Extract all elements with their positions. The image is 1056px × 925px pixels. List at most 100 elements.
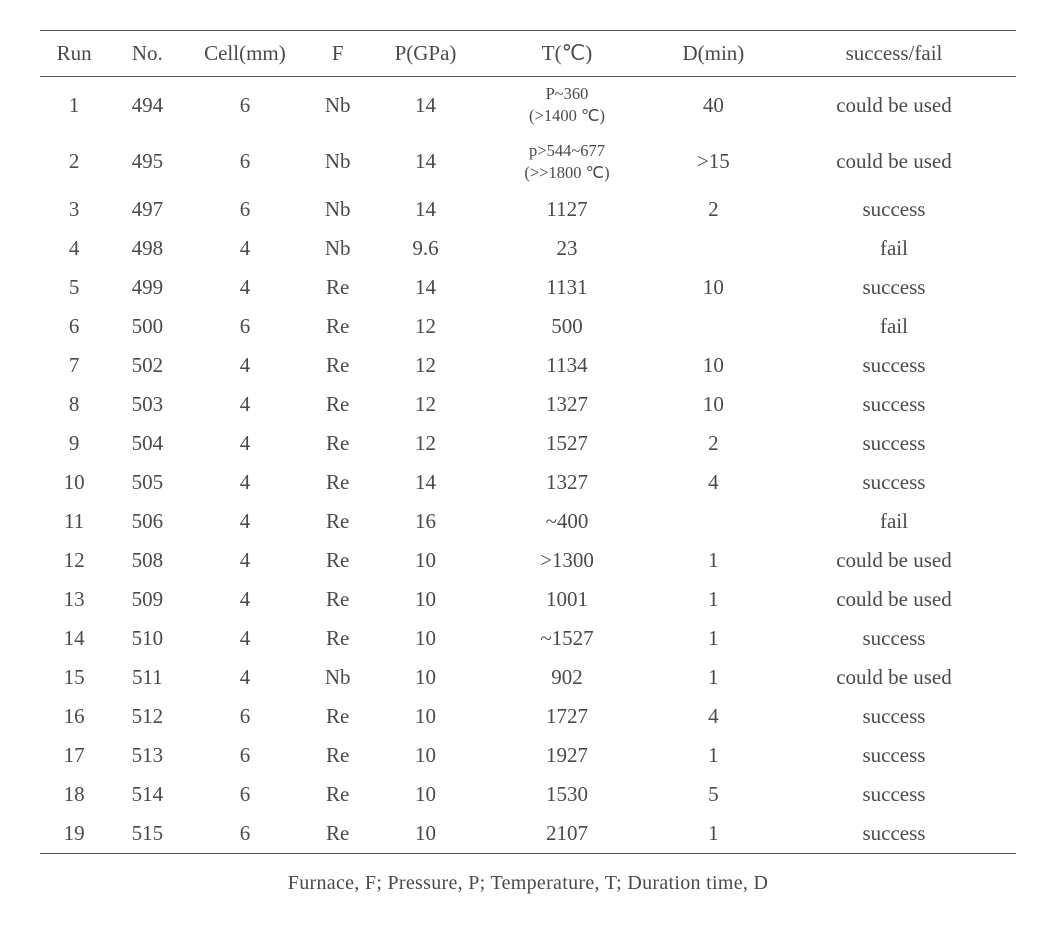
cell-t: >1300 — [479, 541, 655, 580]
cell-cell: 6 — [186, 775, 303, 814]
cell-no: 506 — [108, 502, 186, 541]
cell-cell: 4 — [186, 463, 303, 502]
cell-f: Nb — [304, 190, 372, 229]
cell-no: 509 — [108, 580, 186, 619]
col-header-run: Run — [40, 31, 108, 77]
cell-f: Re — [304, 346, 372, 385]
cell-no: 504 — [108, 424, 186, 463]
cell-sf: success — [772, 268, 1016, 307]
cell-p: 10 — [372, 580, 479, 619]
cell-run: 1 — [40, 77, 108, 134]
cell-d: 4 — [655, 463, 772, 502]
cell-sf: success — [772, 463, 1016, 502]
cell-p: 10 — [372, 619, 479, 658]
cell-cell: 4 — [186, 346, 303, 385]
cell-sf: could be used — [772, 658, 1016, 697]
cell-f: Re — [304, 541, 372, 580]
col-header-no: No. — [108, 31, 186, 77]
cell-p: 14 — [372, 268, 479, 307]
cell-t: 23 — [479, 229, 655, 268]
col-header-d: D(min) — [655, 31, 772, 77]
cell-cell: 6 — [186, 736, 303, 775]
cell-run: 8 — [40, 385, 108, 424]
cell-t: 1527 — [479, 424, 655, 463]
cell-t: P~360(>1400 ℃) — [479, 77, 655, 134]
table-row: 175136Re1019271success — [40, 736, 1016, 775]
cell-no: 515 — [108, 814, 186, 854]
table-row: 14946Nb14P~360(>1400 ℃)40could be used — [40, 77, 1016, 134]
cell-run: 10 — [40, 463, 108, 502]
cell-cell: 4 — [186, 658, 303, 697]
cell-f: Re — [304, 385, 372, 424]
cell-t: 1327 — [479, 463, 655, 502]
cell-f: Re — [304, 463, 372, 502]
table-row: 75024Re12113410success — [40, 346, 1016, 385]
cell-t: 1927 — [479, 736, 655, 775]
cell-f: Re — [304, 307, 372, 346]
table-row: 44984Nb9.623fail — [40, 229, 1016, 268]
cell-sf: success — [772, 385, 1016, 424]
table-row: 115064Re16~400fail — [40, 502, 1016, 541]
cell-p: 14 — [372, 77, 479, 134]
cell-d: 1 — [655, 541, 772, 580]
table-row: 85034Re12132710success — [40, 385, 1016, 424]
cell-d: 5 — [655, 775, 772, 814]
cell-no: 512 — [108, 697, 186, 736]
cell-no: 505 — [108, 463, 186, 502]
cell-run: 15 — [40, 658, 108, 697]
cell-cell: 6 — [186, 77, 303, 134]
table-body: 14946Nb14P~360(>1400 ℃)40could be used24… — [40, 77, 1016, 854]
cell-sf: could be used — [772, 77, 1016, 134]
col-header-cell: Cell(mm) — [186, 31, 303, 77]
cell-run: 7 — [40, 346, 108, 385]
table-row: 155114Nb109021could be used — [40, 658, 1016, 697]
cell-cell: 4 — [186, 580, 303, 619]
cell-f: Re — [304, 580, 372, 619]
cell-no: 497 — [108, 190, 186, 229]
cell-p: 16 — [372, 502, 479, 541]
col-header-p: P(GPa) — [372, 31, 479, 77]
cell-run: 16 — [40, 697, 108, 736]
cell-f: Re — [304, 697, 372, 736]
cell-t: 1327 — [479, 385, 655, 424]
cell-p: 10 — [372, 814, 479, 854]
cell-no: 502 — [108, 346, 186, 385]
cell-p: 10 — [372, 775, 479, 814]
cell-no: 511 — [108, 658, 186, 697]
cell-no: 514 — [108, 775, 186, 814]
cell-t: 1727 — [479, 697, 655, 736]
cell-no: 503 — [108, 385, 186, 424]
table-row: 95044Re1215272success — [40, 424, 1016, 463]
cell-t: 1127 — [479, 190, 655, 229]
cell-no: 499 — [108, 268, 186, 307]
cell-d: 1 — [655, 736, 772, 775]
cell-d: 2 — [655, 190, 772, 229]
cell-run: 11 — [40, 502, 108, 541]
experiment-table: RunNo.Cell(mm)FP(GPa)T(℃)D(min)success/f… — [40, 30, 1016, 854]
cell-cell: 6 — [186, 697, 303, 736]
cell-p: 14 — [372, 463, 479, 502]
cell-d: 40 — [655, 77, 772, 134]
table-row: 185146Re1015305success — [40, 775, 1016, 814]
cell-run: 4 — [40, 229, 108, 268]
cell-cell: 4 — [186, 424, 303, 463]
cell-d — [655, 502, 772, 541]
table-row: 145104Re10~15271success — [40, 619, 1016, 658]
cell-run: 6 — [40, 307, 108, 346]
cell-no: 508 — [108, 541, 186, 580]
cell-d: 1 — [655, 658, 772, 697]
col-header-f: F — [304, 31, 372, 77]
cell-p: 12 — [372, 424, 479, 463]
cell-t: 2107 — [479, 814, 655, 854]
cell-p: 12 — [372, 346, 479, 385]
table-row: 165126Re1017274success — [40, 697, 1016, 736]
cell-no: 498 — [108, 229, 186, 268]
cell-sf: success — [772, 697, 1016, 736]
cell-d: >15 — [655, 134, 772, 191]
cell-cell: 4 — [186, 502, 303, 541]
cell-cell: 6 — [186, 307, 303, 346]
cell-no: 510 — [108, 619, 186, 658]
table-row: 54994Re14113110success — [40, 268, 1016, 307]
cell-f: Re — [304, 268, 372, 307]
cell-d: 1 — [655, 814, 772, 854]
